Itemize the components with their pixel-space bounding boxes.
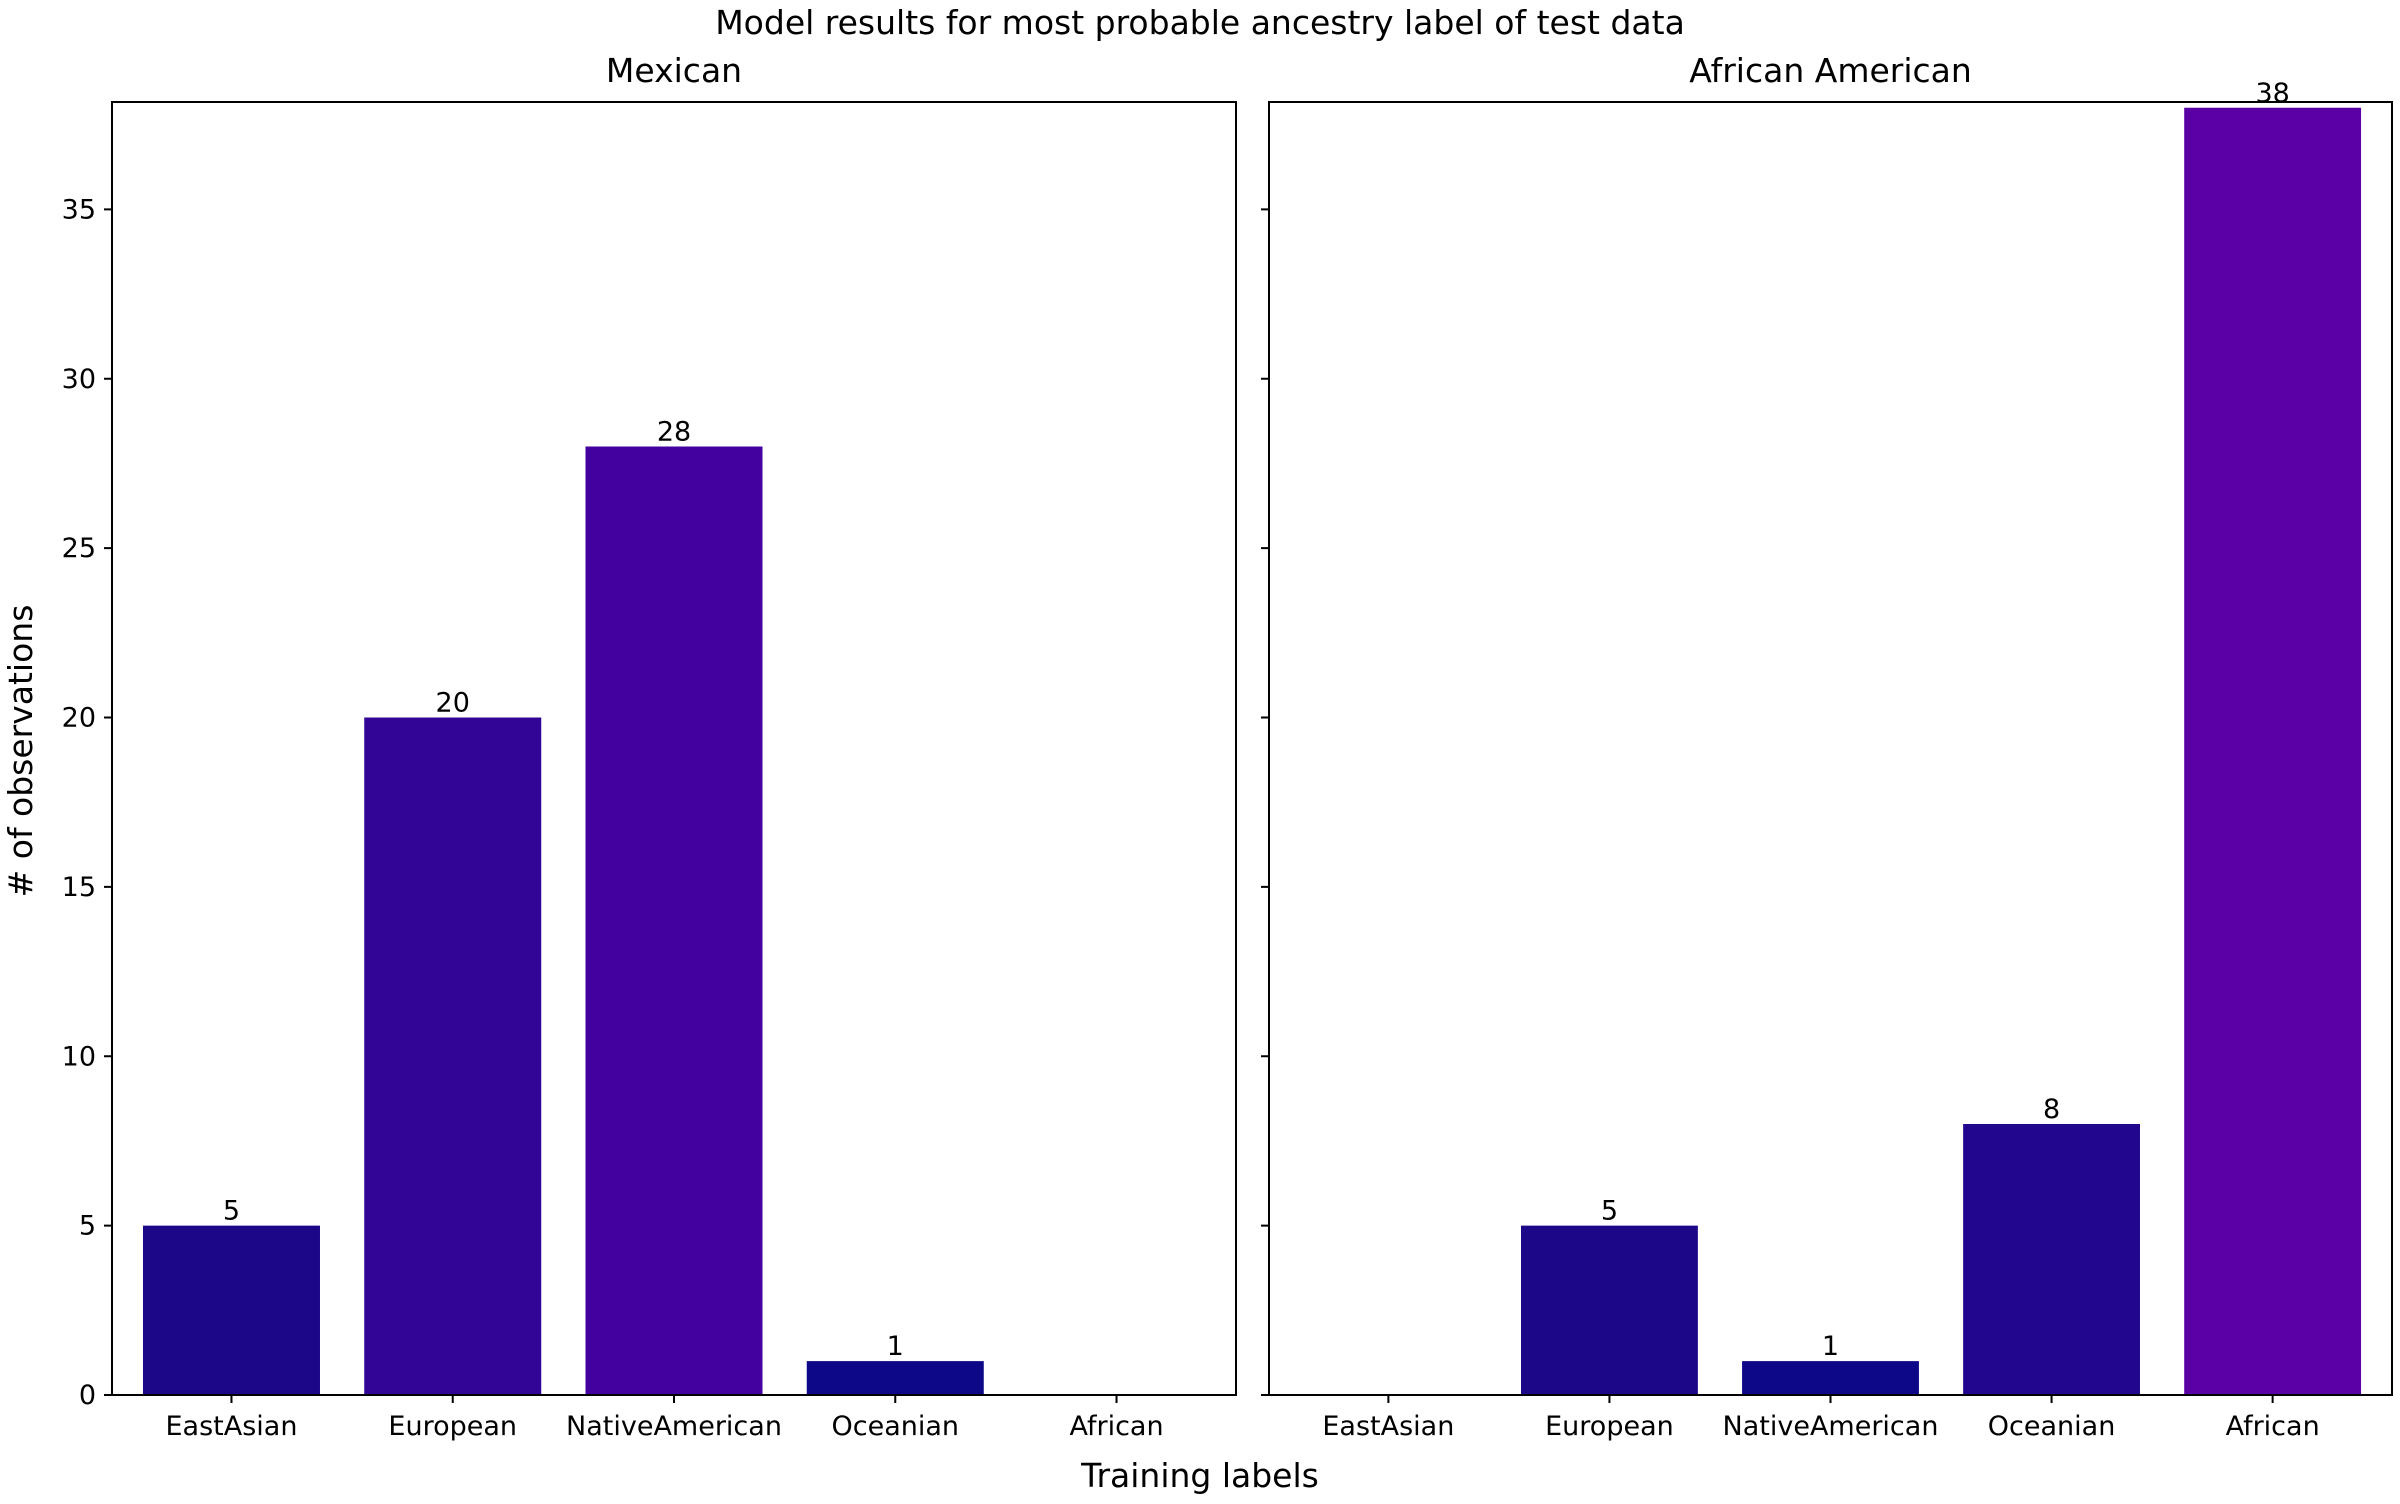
plot-frame [111, 101, 1237, 1396]
x-axis-label: Training labels [1080, 1456, 1319, 1495]
bar-NativeAmerican [1742, 1361, 1919, 1395]
plot-frame [1268, 101, 2393, 1396]
data-label: 5 [223, 1196, 240, 1227]
bar-EastAsian [142, 1225, 320, 1395]
y-tick-label: 25 [62, 533, 96, 564]
bar-NativeAmerican [585, 446, 763, 1395]
data-label: 38 [2255, 78, 2289, 109]
y-tick-label: 20 [62, 703, 96, 734]
panel-2: African American EastAsian 5 European 1 Nativ… [1261, 51, 2393, 1442]
bar-African [2184, 107, 2362, 1395]
panel-title: African American [1689, 51, 1972, 90]
x-tick-label: African [1069, 1411, 1163, 1442]
panel-1: Mexican 5 EastAsian 20 European 28 NativeAmeri… [62, 51, 1237, 1442]
x-tick-label: Oceanian [1988, 1411, 2116, 1442]
data-label: 1 [1822, 1331, 1839, 1362]
x-tick-label: Oceanian [831, 1411, 959, 1442]
panel-title: Mexican [606, 51, 742, 90]
x-tick-label: EastAsian [1322, 1411, 1454, 1442]
bar-Oceanian [806, 1361, 984, 1395]
data-label: 28 [657, 417, 691, 448]
y-tick-label: 30 [62, 364, 96, 395]
y-tick-label: 35 [62, 194, 96, 225]
bar-European [364, 717, 542, 1395]
data-label: 5 [1601, 1196, 1618, 1227]
x-tick-label: African [2226, 1411, 2320, 1442]
x-tick-label: NativeAmerican [1723, 1411, 1939, 1442]
bar-European [1521, 1225, 1698, 1395]
bar-Oceanian [1963, 1124, 2140, 1395]
data-label: 8 [2043, 1094, 2060, 1125]
y-tick-label: 10 [62, 1041, 96, 1072]
data-label: 1 [887, 1331, 904, 1362]
y-tick-label: 15 [62, 872, 96, 903]
y-axis-label: # of observations [1, 605, 40, 898]
chart-title: Model results for most probable ancestry… [715, 3, 1685, 42]
x-tick-label: NativeAmerican [566, 1411, 782, 1442]
y-tick-label: 5 [79, 1211, 96, 1242]
x-tick-label: European [388, 1411, 517, 1442]
data-label: 20 [436, 688, 470, 719]
y-tick-label: 0 [79, 1380, 96, 1411]
x-tick-label: EastAsian [165, 1411, 297, 1442]
x-tick-label: European [1545, 1411, 1674, 1442]
